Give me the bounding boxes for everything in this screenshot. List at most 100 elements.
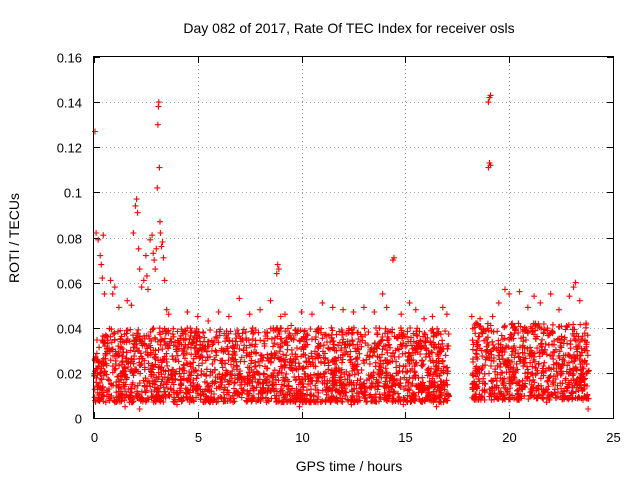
data-point xyxy=(369,380,376,387)
data-point xyxy=(550,361,557,368)
data-point xyxy=(519,377,526,384)
data-point xyxy=(211,356,218,363)
x-tick-label: 25 xyxy=(606,430,620,445)
data-point xyxy=(476,366,483,372)
data-point xyxy=(565,396,572,403)
y-tick-label: 0.16 xyxy=(57,51,82,66)
data-point xyxy=(470,380,476,387)
data-point xyxy=(153,245,160,252)
data-point xyxy=(194,313,201,320)
data-point xyxy=(201,370,207,377)
data-point xyxy=(487,390,494,397)
data-point xyxy=(412,347,419,354)
data-point xyxy=(269,374,276,381)
data-point xyxy=(572,279,579,286)
data-point xyxy=(102,351,109,358)
data-point xyxy=(299,336,306,343)
data-point xyxy=(391,376,398,383)
data-point xyxy=(307,398,313,405)
data-point xyxy=(400,401,407,408)
data-point xyxy=(354,377,361,384)
data-point xyxy=(263,376,270,383)
data-point xyxy=(190,339,197,346)
data-point xyxy=(332,372,339,379)
data-point xyxy=(502,362,509,369)
data-point xyxy=(371,309,378,315)
data-point xyxy=(523,337,529,343)
data-point xyxy=(578,379,585,386)
data-point xyxy=(344,376,351,383)
data-point xyxy=(307,381,314,388)
data-point xyxy=(234,327,241,334)
data-point xyxy=(489,338,496,345)
data-point xyxy=(423,345,430,352)
data-point xyxy=(267,297,274,304)
data-point xyxy=(215,309,222,315)
data-point xyxy=(194,372,201,379)
data-point xyxy=(517,323,524,330)
data-point xyxy=(346,371,352,378)
data-point xyxy=(384,337,391,344)
data-point xyxy=(445,368,451,375)
data-point xyxy=(445,342,452,349)
data-point xyxy=(485,99,492,106)
data-point xyxy=(174,328,181,335)
data-point xyxy=(524,373,531,380)
data-point xyxy=(408,395,415,402)
data-point xyxy=(352,345,359,352)
data-point xyxy=(585,368,592,375)
data-point xyxy=(354,398,361,405)
data-point xyxy=(537,375,544,382)
data-point xyxy=(93,350,100,357)
data-point xyxy=(113,394,120,401)
data-point xyxy=(238,374,245,381)
data-point xyxy=(339,398,346,405)
data-point xyxy=(430,388,437,395)
data-point xyxy=(525,369,532,376)
data-point xyxy=(163,350,170,357)
data-point xyxy=(103,362,110,369)
data-point xyxy=(248,357,255,364)
data-point xyxy=(366,360,373,367)
data-point xyxy=(550,373,557,380)
data-point xyxy=(321,360,328,367)
data-point xyxy=(315,345,322,352)
data-point xyxy=(98,376,105,383)
data-point xyxy=(100,338,106,345)
data-point xyxy=(240,326,247,333)
data-point xyxy=(429,375,436,382)
data-point xyxy=(149,377,156,384)
data-point xyxy=(339,359,345,366)
data-point xyxy=(397,384,404,390)
data-point xyxy=(555,363,562,370)
data-point xyxy=(198,391,205,398)
data-point xyxy=(236,370,243,377)
data-point xyxy=(165,311,172,318)
data-point xyxy=(134,395,141,401)
data-point xyxy=(288,322,295,329)
data-point xyxy=(363,356,370,363)
data-point xyxy=(334,397,341,404)
data-point xyxy=(325,359,332,366)
data-point xyxy=(254,397,261,404)
data-point xyxy=(213,349,220,356)
data-point xyxy=(481,327,488,334)
data-point xyxy=(407,325,414,331)
data-point xyxy=(223,391,230,398)
data-point xyxy=(174,401,180,408)
data-point xyxy=(109,363,116,370)
data-point xyxy=(157,230,164,236)
data-point xyxy=(571,358,578,364)
data-point xyxy=(128,389,135,396)
data-point xyxy=(217,357,224,364)
data-point xyxy=(141,336,148,342)
data-point xyxy=(137,350,144,357)
data-point xyxy=(111,398,118,404)
data-point xyxy=(502,286,508,293)
data-point xyxy=(385,392,391,399)
data-point xyxy=(559,390,566,397)
data-point xyxy=(544,378,551,385)
data-point xyxy=(197,341,204,348)
data-point xyxy=(488,363,494,369)
data-point xyxy=(490,358,497,365)
